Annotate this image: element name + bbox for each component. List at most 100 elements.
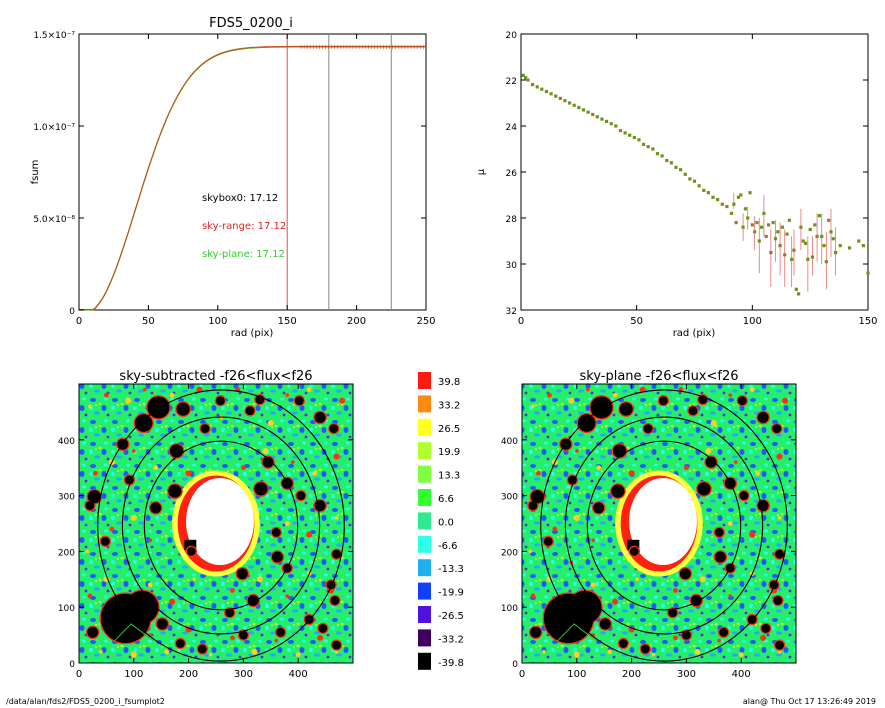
colorbar-label: 13.3	[438, 471, 460, 482]
mapA-y-tick-label: 0	[69, 660, 75, 670]
bright-speckle	[267, 420, 274, 427]
mu-data-point-core	[830, 231, 832, 233]
masked-source	[714, 528, 724, 537]
mapB-y-tick-label: 0	[512, 660, 518, 670]
bright-speckle	[694, 648, 701, 655]
mapB-y-tick-label: 200	[501, 548, 518, 558]
mask-green-contour	[114, 623, 154, 642]
colorbar-swatch	[418, 442, 431, 460]
mu-y-tick: 26	[506, 169, 868, 179]
mu-data-point-core	[816, 235, 818, 237]
mapB-x-tick-label: 200	[622, 669, 641, 680]
bright-speckle	[88, 404, 92, 409]
bright-speckle	[536, 470, 541, 476]
bright-speckle	[130, 651, 137, 658]
masked-notch	[627, 539, 640, 550]
mu-x-tick-label: 0	[518, 316, 524, 327]
fsum-y-axis: 0 5.0×10⁻⁸ 1.0×10⁻⁷ 1.5×10⁻⁷	[33, 31, 426, 317]
masked-notch	[184, 539, 197, 550]
mu-data-point-core	[807, 258, 809, 260]
mu-x-tick: 0	[518, 34, 524, 327]
masked-source	[543, 536, 553, 546]
bright-speckle	[699, 576, 706, 583]
mapA-x-tick-label: 0	[76, 669, 82, 680]
masked-source	[568, 475, 577, 485]
bright-speckle	[531, 404, 535, 409]
sky-subtracted-map: sky-subtracted -f26<flux<f26 0 100 200 300 4…	[58, 369, 354, 680]
mu-y-tick: 20	[506, 31, 868, 41]
mu-data-point-core	[740, 194, 742, 196]
bright-speckle	[148, 538, 153, 543]
masked-source	[87, 490, 101, 504]
bright-speckle	[333, 453, 340, 460]
masked-source	[197, 644, 207, 654]
masked-source	[329, 424, 339, 434]
mu-data-point-core	[774, 238, 777, 240]
mu-data-point-core	[779, 245, 781, 247]
mask-green-contour	[557, 623, 597, 642]
masked-source	[761, 624, 771, 633]
colorbar-label: 19.9	[438, 447, 460, 458]
mu-data-point-core	[693, 180, 696, 182]
sky-annulus-ellipse	[121, 416, 321, 635]
mapB-x-tick-label: 300	[677, 669, 696, 680]
fsum-curve	[79, 44, 426, 311]
masked-source	[326, 580, 336, 590]
colorbar-label: 26.5	[438, 424, 460, 435]
mu-data-point-core	[758, 240, 760, 242]
mapB-x-tick: 200	[622, 384, 641, 680]
mu-data-point-core	[802, 240, 804, 242]
masked-source	[640, 644, 650, 654]
mu-y-tick: 30	[506, 261, 868, 271]
bright-speckle	[573, 651, 580, 658]
mu-data-point-core	[647, 146, 649, 148]
mu-data-point-core	[525, 77, 527, 79]
masked-source	[618, 639, 628, 648]
bright-speckle	[710, 420, 717, 427]
mu-data-point-core	[619, 130, 622, 132]
bright-speckle	[717, 638, 722, 643]
mu-data-point-core	[726, 205, 728, 208]
mapA-x-tick: 100	[124, 384, 143, 680]
mu-data-point-core	[730, 212, 733, 214]
bright-speckle	[104, 392, 109, 398]
sky-subtracted-x-axis: 0 100 200 300 400	[76, 384, 308, 680]
mapB-x-tick-label: 0	[519, 669, 525, 680]
bright-speckle	[749, 387, 755, 392]
fsum-chart: FDS5_0200_i 0 50 100 150 200 250 0 5.0×10⁻⁸ 1.0…	[30, 16, 436, 339]
mu-data-point-core	[559, 97, 561, 99]
bright-speckle	[339, 397, 346, 404]
mu-data-point-core	[638, 139, 640, 141]
bright-speckle	[552, 526, 558, 532]
bright-speckle	[612, 392, 618, 398]
mu-data-point-core	[795, 288, 797, 290]
masked-source	[688, 406, 698, 416]
fsum-y-tick-label: 0	[69, 307, 75, 317]
mu-data-point-core	[582, 109, 585, 111]
colorbar-label: -26.5	[438, 611, 464, 622]
masked-source	[216, 396, 225, 406]
mu-data-point-core	[786, 233, 788, 235]
mapB-x-tick: 300	[677, 384, 696, 680]
bright-speckle	[262, 447, 269, 454]
mapB-x-tick: 400	[732, 384, 751, 680]
bright-speckle	[285, 393, 290, 397]
colorbar-label: -39.8	[438, 658, 464, 669]
bright-speckle	[635, 577, 639, 582]
colorbar-swatch	[418, 465, 431, 483]
annotation-sky-plane: sky-plane: 17.12	[202, 249, 285, 260]
bright-speckle	[738, 652, 744, 658]
sky-subtracted-map-title: sky-subtracted -f26<flux<f26	[119, 369, 312, 384]
mu-data-points	[521, 73, 870, 296]
mu-x-tick: 50	[630, 34, 643, 327]
mu-data-point-core	[737, 196, 740, 198]
fsum-x-tick-label: 50	[142, 316, 155, 327]
colorbar-swatch	[418, 629, 431, 647]
bright-speckle	[130, 514, 137, 521]
mu-data-point-core	[689, 178, 691, 180]
mapA-x-tick: 0	[76, 384, 82, 680]
bright-speckle	[93, 470, 98, 476]
colorbar-label: -13.3	[438, 564, 464, 575]
masked-source	[679, 568, 691, 580]
masked-source	[169, 444, 184, 458]
